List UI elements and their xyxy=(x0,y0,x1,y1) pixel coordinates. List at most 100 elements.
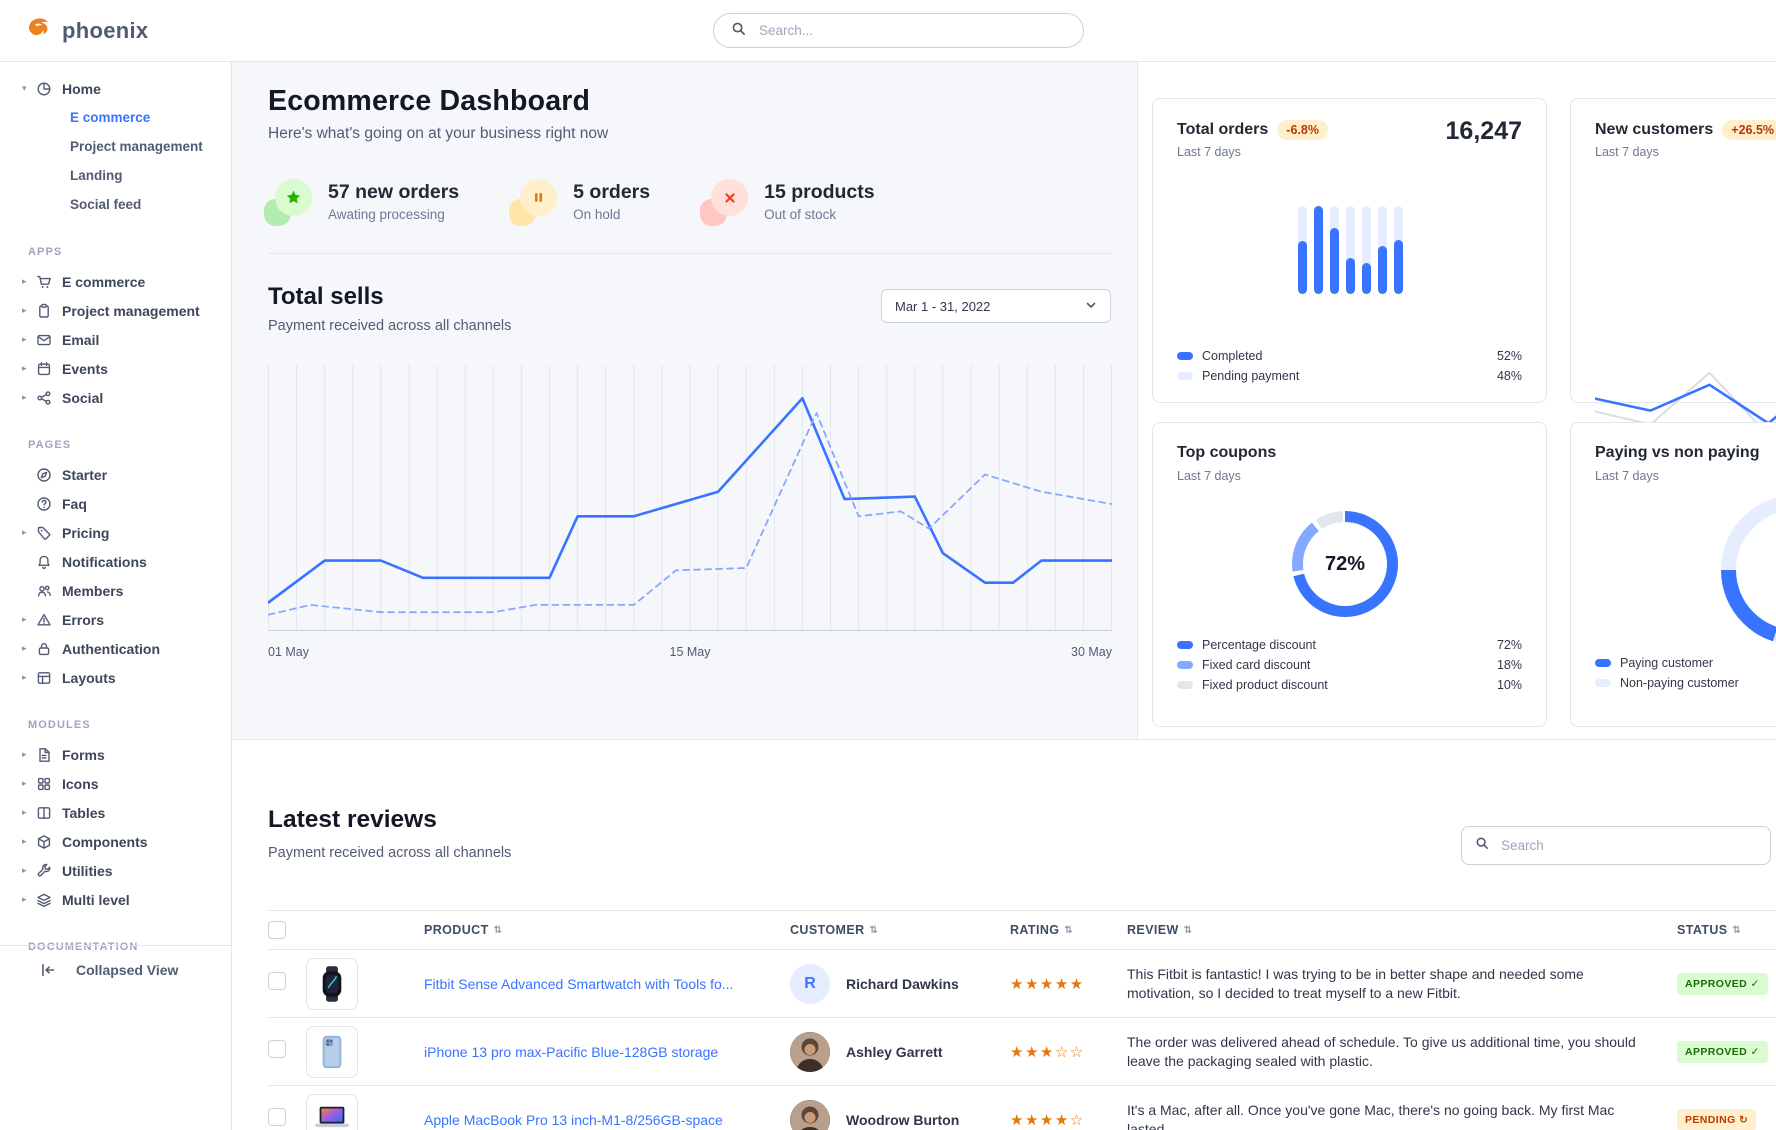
product-link[interactable]: Fitbit Sense Advanced Smartwatch with To… xyxy=(424,975,734,992)
sidebar-collapse-toggle[interactable]: Collapsed View xyxy=(0,945,231,978)
search-icon xyxy=(1475,836,1489,855)
x-axis-label: 01 May xyxy=(268,645,309,659)
column-header-customer[interactable]: CUSTOMER ⇅ xyxy=(790,923,879,937)
sidebar-item-home[interactable]: ▾ Home xyxy=(22,80,101,97)
layout-icon xyxy=(36,669,53,686)
legend-row: Non-paying customer xyxy=(1595,673,1776,693)
sidebar-item-errors[interactable]: ▸ Errors xyxy=(22,611,105,628)
compass-icon xyxy=(36,466,53,483)
product-thumbnail[interactable] xyxy=(306,957,358,1010)
sidebar-item-email[interactable]: ▸ Email xyxy=(22,331,100,348)
sidebar-item-multi-level[interactable]: ▸ Multi level xyxy=(22,891,130,908)
sort-icon[interactable]: ⇅ xyxy=(1732,924,1742,936)
total-orders-badge: -6.8% xyxy=(1277,120,1328,140)
caret-right-icon[interactable]: ▸ xyxy=(22,672,27,682)
sidebar-item-faq[interactable]: Faq xyxy=(0,489,231,518)
caret-right-icon[interactable]: ▸ xyxy=(22,865,27,875)
caret-right-icon[interactable]: ▸ xyxy=(22,334,27,344)
order-bar xyxy=(1298,206,1307,294)
customer-cell[interactable]: R Richard Dawkins xyxy=(790,963,1010,1004)
product-thumbnail[interactable] xyxy=(306,1025,358,1078)
sidebar-item-pricing[interactable]: ▸ Pricing xyxy=(22,524,110,541)
select-all-checkbox[interactable] xyxy=(268,921,286,939)
sort-icon[interactable]: ⇅ xyxy=(869,924,879,936)
caret-right-icon[interactable]: ▸ xyxy=(22,643,27,653)
phoenix-logo-icon xyxy=(26,15,53,47)
caret-right-icon[interactable]: ▸ xyxy=(22,778,27,788)
top-coupons-title: Top coupons xyxy=(1177,444,1277,461)
sidebar-subitem-social-feed[interactable]: Social feed xyxy=(70,197,142,212)
sidebar-item-events[interactable]: ▸ Events xyxy=(22,360,108,377)
stat-out-of-stock: 15 products Out of stock xyxy=(700,179,875,226)
column-header-product[interactable]: PRODUCT ⇅ xyxy=(424,923,503,937)
caret-right-icon[interactable]: ▸ xyxy=(22,527,27,537)
legend-label: Percentage discount xyxy=(1202,638,1316,652)
layers-icon xyxy=(36,891,53,908)
top-coupons-period: Last 7 days xyxy=(1177,469,1241,483)
caret-down-icon[interactable]: ▾ xyxy=(22,83,27,93)
legend-value: 48% xyxy=(1496,369,1522,383)
legend-label: Non-paying customer xyxy=(1620,676,1739,690)
sidebar-subitem-landing[interactable]: Landing xyxy=(70,168,123,183)
reviews-search-input[interactable] xyxy=(1499,837,1757,854)
sidebar-item-starter[interactable]: Starter xyxy=(0,460,231,489)
navbar-search-input[interactable] xyxy=(757,22,1066,39)
column-header-status[interactable]: STATUS ⇅ xyxy=(1677,923,1742,937)
reviews-search[interactable] xyxy=(1461,826,1771,865)
sidebar-item-authentication[interactable]: ▸ Authentication xyxy=(22,640,160,657)
sort-icon[interactable]: ⇅ xyxy=(493,924,503,936)
sidebar-item-project-management[interactable]: ▸ Project management xyxy=(22,302,200,319)
caret-right-icon[interactable]: ▸ xyxy=(22,305,27,315)
sort-icon[interactable]: ⇅ xyxy=(1183,924,1193,936)
avatar: R xyxy=(790,963,830,1004)
caret-right-icon[interactable]: ▸ xyxy=(22,749,27,759)
customer-cell[interactable]: Ashley Garrett xyxy=(790,1031,1010,1072)
column-header-review[interactable]: REVIEW ⇅ xyxy=(1127,923,1193,937)
sidebar-item-layouts[interactable]: ▸ Layouts xyxy=(22,669,116,686)
product-thumbnail[interactable] xyxy=(306,1093,358,1130)
navbar-search[interactable] xyxy=(713,13,1084,48)
customer-cell[interactable]: Woodrow Burton xyxy=(790,1099,1010,1130)
sidebar-subitem-project-management[interactable]: Project management xyxy=(70,139,203,154)
total-orders-legend: Completed 52% Pending payment 48% xyxy=(1177,346,1522,386)
sidebar: ▾ Home E commerce Project management Landin… xyxy=(0,62,232,1130)
stats-row: 57 new orders Awating processing 5 orders… xyxy=(264,179,1111,226)
sidebar-item-utilities[interactable]: ▸ Utilities xyxy=(22,862,113,879)
sidebar-item-e-commerce[interactable]: ▸ E commerce xyxy=(22,273,146,290)
column-header-rating[interactable]: RATING ⇅ xyxy=(1010,923,1074,937)
caret-right-icon[interactable]: ▸ xyxy=(22,363,27,373)
row-checkbox[interactable] xyxy=(268,1040,286,1058)
caret-right-icon[interactable]: ▸ xyxy=(22,392,27,402)
legend-swatch xyxy=(1595,679,1611,687)
product-link[interactable]: Apple MacBook Pro 13 inch-M1-8/256GB-spa… xyxy=(424,1111,723,1128)
sidebar-subitem-e-commerce[interactable]: E commerce xyxy=(70,110,151,125)
row-checkbox[interactable] xyxy=(268,1108,286,1126)
sidebar-item-tables[interactable]: ▸ Tables xyxy=(22,804,106,821)
sort-icon[interactable]: ⇅ xyxy=(1064,924,1074,936)
total-orders-bar-chart xyxy=(1298,206,1403,294)
review-text: This Fitbit is fantastic! I was trying t… xyxy=(1127,965,1584,1001)
status-badge: APPROVED ✓ xyxy=(1677,1040,1768,1063)
sidebar-item-members[interactable]: Members xyxy=(0,576,231,605)
sidebar-item-forms[interactable]: ▸ Forms xyxy=(22,746,105,763)
stat-on-hold: 5 orders On hold xyxy=(509,179,650,226)
caret-right-icon[interactable]: ▸ xyxy=(22,614,27,624)
caret-right-icon[interactable]: ▸ xyxy=(22,894,27,904)
sidebar-item-components[interactable]: ▸ Components xyxy=(22,833,148,850)
table-row: iPhone 13 pro max-Pacific Blue-128GB sto… xyxy=(268,1018,1776,1086)
caret-right-icon[interactable]: ▸ xyxy=(22,276,27,286)
paying-period: Last 7 days xyxy=(1595,469,1659,483)
product-link[interactable]: iPhone 13 pro max-Pacific Blue-128GB sto… xyxy=(424,1043,719,1060)
row-checkbox[interactable] xyxy=(268,972,286,990)
sidebar-item-social[interactable]: ▸ Social xyxy=(22,389,104,406)
top-coupons-donut-chart: 72% xyxy=(1292,511,1398,617)
caret-right-icon[interactable]: ▸ xyxy=(22,836,27,846)
status-badge: APPROVED ✓ xyxy=(1677,972,1768,995)
caret-right-icon[interactable]: ▸ xyxy=(22,807,27,817)
sidebar-item-notifications[interactable]: Notifications xyxy=(0,547,231,576)
brand[interactable]: phoenix xyxy=(0,15,148,47)
sidebar-item-icons[interactable]: ▸ Icons xyxy=(22,775,99,792)
legend-label: Paying customer xyxy=(1620,656,1714,670)
legend-value: 10% xyxy=(1496,678,1522,692)
date-range-select[interactable]: Mar 1 - 31, 2022 xyxy=(881,289,1111,323)
